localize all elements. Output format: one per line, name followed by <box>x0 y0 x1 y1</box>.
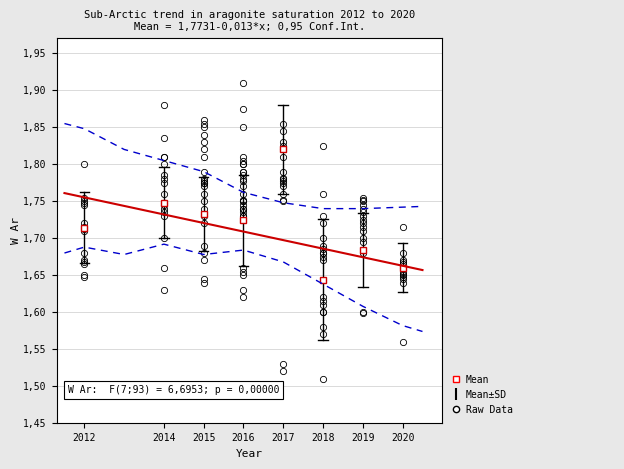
Legend: Mean, Mean±SD, Raw Data: Mean, Mean±SD, Raw Data <box>451 375 513 415</box>
Title: Sub-Arctic trend in aragonite saturation 2012 to 2020
Mean = 1,7731-0,013*x; 0,9: Sub-Arctic trend in aragonite saturation… <box>84 10 415 32</box>
Text: W Ar:  F(7;93) = 6,6953; p = 0,00000: W Ar: F(7;93) = 6,6953; p = 0,00000 <box>68 385 280 395</box>
Y-axis label: W Ar: W Ar <box>11 217 21 244</box>
X-axis label: Year: Year <box>236 448 263 459</box>
